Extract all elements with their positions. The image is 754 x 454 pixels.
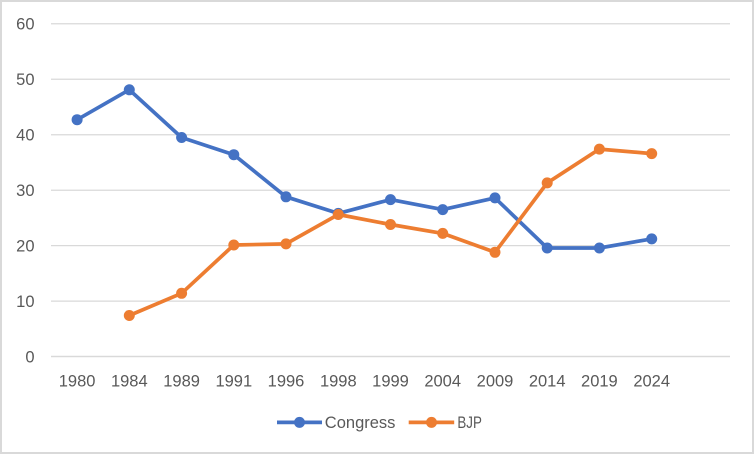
svg-text:2014: 2014 xyxy=(529,373,566,391)
svg-text:2009: 2009 xyxy=(477,373,514,391)
svg-text:2024: 2024 xyxy=(633,373,670,391)
svg-text:1984: 1984 xyxy=(111,373,148,391)
svg-text:20: 20 xyxy=(16,237,34,255)
svg-text:1998: 1998 xyxy=(320,373,357,391)
svg-text:1980: 1980 xyxy=(59,373,96,391)
svg-text:60: 60 xyxy=(16,16,34,34)
svg-text:0: 0 xyxy=(25,348,34,366)
svg-text:1991: 1991 xyxy=(215,373,252,391)
svg-text:Congress: Congress xyxy=(325,414,396,432)
svg-text:2019: 2019 xyxy=(581,373,618,391)
svg-text:10: 10 xyxy=(16,293,34,311)
svg-text:1996: 1996 xyxy=(268,373,305,391)
svg-text:40: 40 xyxy=(16,127,34,145)
svg-text:2004: 2004 xyxy=(424,373,461,391)
svg-text:1989: 1989 xyxy=(163,373,200,391)
svg-text:1999: 1999 xyxy=(372,373,409,391)
svg-text:50: 50 xyxy=(16,71,34,89)
svg-text:30: 30 xyxy=(16,182,34,200)
svg-text:BJP: BJP xyxy=(457,414,482,432)
